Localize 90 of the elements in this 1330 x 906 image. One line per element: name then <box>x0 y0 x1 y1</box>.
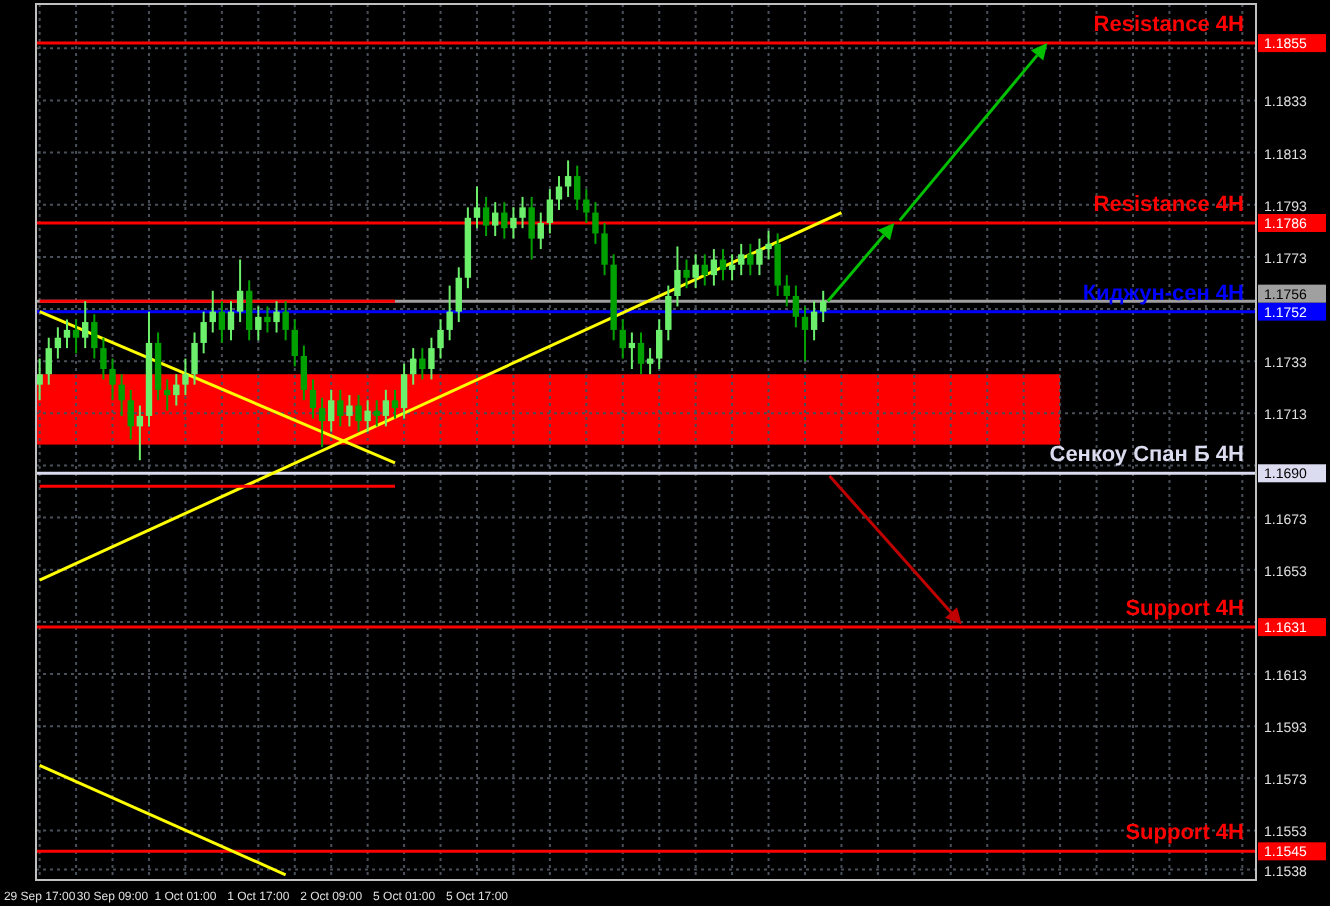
candlestick <box>519 195 526 230</box>
candlestick <box>637 331 645 376</box>
candlestick <box>364 399 371 433</box>
candlestick <box>473 185 481 230</box>
candlestick <box>583 188 590 224</box>
candlestick <box>756 237 763 277</box>
candlestick <box>428 336 435 381</box>
candlestick <box>528 195 535 261</box>
candlestick <box>318 396 326 449</box>
candlestick <box>619 318 626 360</box>
candlestick <box>719 248 727 282</box>
candlestick <box>300 344 308 402</box>
candlestick <box>728 253 736 282</box>
candlestick <box>72 318 80 355</box>
candlestick <box>482 195 490 238</box>
candlestick <box>227 300 235 342</box>
ref-line-label: Support 4H <box>1125 597 1245 622</box>
candlestick <box>410 347 417 386</box>
candlestick <box>501 201 508 240</box>
candlestick <box>400 362 408 420</box>
candlestick <box>91 313 98 360</box>
candlestick <box>218 300 226 344</box>
ref-line-label: Resistance 4H <box>1093 13 1245 38</box>
candlestick <box>100 336 107 381</box>
candlestick <box>346 394 353 428</box>
candlestick <box>291 318 298 368</box>
candlestick <box>674 245 681 308</box>
candlestick <box>537 211 544 251</box>
candlestick <box>437 318 444 360</box>
candlestick <box>601 222 608 277</box>
candlestick <box>373 399 380 428</box>
candlestick <box>309 378 317 420</box>
candlestick <box>574 164 581 211</box>
candlestick <box>191 331 198 386</box>
candlestick <box>337 388 344 428</box>
candlestick <box>747 242 754 277</box>
candlestick <box>200 310 207 355</box>
candlestick <box>391 388 399 420</box>
candlestick <box>801 305 809 363</box>
candlestick <box>382 388 390 428</box>
candlestick <box>173 373 180 407</box>
candlestick <box>774 232 781 297</box>
ref-line-label: Support 4H <box>1125 821 1245 846</box>
candlestick <box>446 284 453 342</box>
candlestick <box>45 336 52 386</box>
candlestick <box>164 378 171 412</box>
candlestick <box>54 326 62 360</box>
candlestick <box>564 159 572 198</box>
candlestick <box>510 206 517 240</box>
candlestick <box>127 388 134 441</box>
candlestick <box>264 305 271 334</box>
candlestick <box>255 305 262 342</box>
candlestick <box>209 289 216 334</box>
candlestick <box>182 357 189 397</box>
candlestick <box>455 266 462 324</box>
candlestick <box>246 279 253 342</box>
candlestick <box>765 229 772 261</box>
candlestick <box>810 300 818 342</box>
candlestick <box>63 318 71 350</box>
ref-line-label: Киджун-сен 4H <box>1082 281 1245 306</box>
candlestick <box>592 201 599 245</box>
candlestick <box>792 284 800 329</box>
candlestick <box>82 300 89 350</box>
candlestick <box>738 242 745 277</box>
candlestick <box>555 175 563 211</box>
candlestick <box>355 394 362 433</box>
candlestick <box>328 388 335 433</box>
candlestick <box>136 404 144 462</box>
candlestick <box>692 253 699 290</box>
candlestick <box>628 331 636 370</box>
candlestick <box>118 373 125 417</box>
candlestick <box>273 300 280 334</box>
candlestick <box>701 253 708 287</box>
candlestick <box>820 289 827 324</box>
candlestick <box>783 274 790 308</box>
candlestick <box>492 201 499 238</box>
candlestick <box>109 357 116 402</box>
candlestick <box>683 258 690 290</box>
candlestick <box>154 331 162 402</box>
ref-line-label: Resistance 4H <box>1093 193 1245 217</box>
ref-line-label: Сенкоу Спан Б 4H <box>1049 443 1245 468</box>
candlestick <box>419 347 426 381</box>
candlestick <box>546 188 554 235</box>
candlestick <box>665 284 672 342</box>
candlestick <box>36 357 43 402</box>
candlestick <box>236 258 244 324</box>
candlestick <box>282 300 289 342</box>
candlestick <box>656 318 663 370</box>
candlestick <box>646 347 654 376</box>
candlestick <box>710 248 718 287</box>
